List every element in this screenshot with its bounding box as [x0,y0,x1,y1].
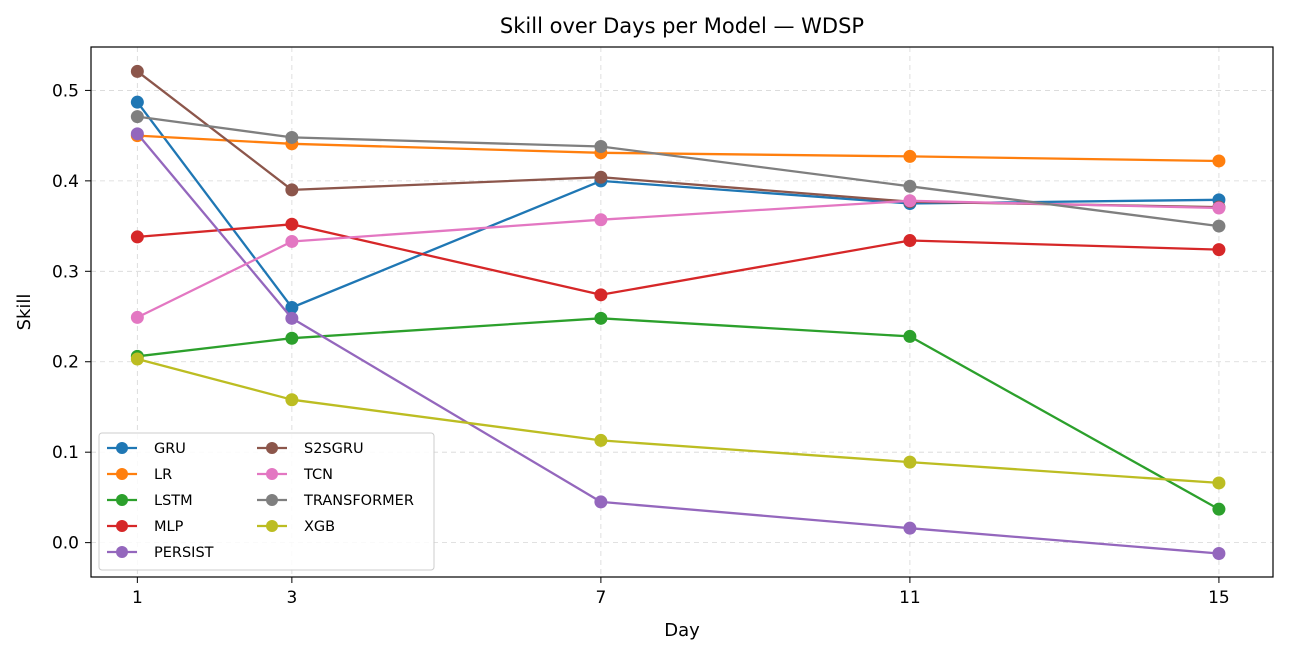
plot-frame [90,46,1274,578]
data-point-mlp [594,288,608,302]
data-point-persist [903,521,917,535]
data-point-tcn [130,310,144,324]
legend-label-transformer: TRANSFORMER [303,493,414,509]
x-tick-label: 1 [132,588,143,608]
data-point-transformer [130,110,144,124]
legend-label-lr: LR [154,467,172,483]
series-line-tcn [136,199,1219,319]
data-point-lstm [903,329,917,343]
legend-label-gru: GRU [154,441,186,457]
data-point-transformer [903,179,917,193]
x-tick-label: 3 [286,588,297,608]
y-tick-label: 0.4 [52,172,79,192]
legend-label-lstm: LSTM [154,493,193,509]
data-point-mlp [130,230,144,244]
data-point-transformer [594,139,608,153]
x-tick-label: 11 [899,588,921,608]
x-tick-label: 7 [595,588,606,608]
legend-marker-transformer [266,494,278,506]
legend: GRU LR LSTM MLP PERSIST S2SGRU TCN TRANSFORMER X… [98,432,435,571]
series-line-mlp [137,223,1219,296]
x-tick-label: 15 [1208,588,1230,608]
data-point-transformer [285,130,299,144]
data-point-lr [1212,154,1226,168]
data-point-lstm [1212,502,1226,516]
y-tick-label: 0.0 [52,534,79,554]
y-axis-label: Skill [14,294,35,331]
series-layer [130,64,1226,560]
legend-marker-mlp [116,520,128,532]
tick-layer: 1 3 7 11 15 0.0 0.1 0.2 0.3 0.4 0.5 [52,81,1230,608]
data-point-gru [285,300,299,314]
data-point-tcn [594,213,608,227]
legend-marker-lstm [116,494,128,506]
data-point-transformer [1212,219,1226,233]
data-point-xgb [130,352,144,366]
data-point-tcn [1212,201,1226,215]
chart-title: Skill over Days per Model — WDSP [500,14,864,38]
data-point-mlp [285,217,299,231]
data-point-xgb [1212,476,1226,490]
x-axis-label: Day [664,620,700,641]
data-point-s2sgru [285,183,299,197]
legend-label-s2sgru: S2SGRU [304,441,364,457]
data-point-lr [903,149,917,163]
y-tick-label: 0.5 [52,81,79,101]
legend-label-xgb: XGB [304,519,335,535]
legend-marker-gru [116,442,128,454]
data-point-gru [130,95,144,109]
data-point-xgb [903,455,917,469]
data-point-persist [285,311,299,325]
data-point-lstm [594,311,608,325]
legend-label-mlp: MLP [154,519,184,535]
data-point-xgb [594,433,608,447]
y-tick-label: 0.1 [52,443,79,463]
y-tick-label: 0.3 [52,262,79,282]
data-point-persist [130,127,144,141]
legend-label-persist: PERSIST [154,545,214,561]
legend-marker-tcn [266,468,278,480]
data-point-lstm [285,331,299,345]
legend-marker-persist [116,546,128,558]
data-point-persist [1212,546,1226,560]
legend-marker-xgb [266,520,278,532]
data-point-s2sgru [594,170,608,184]
data-point-tcn [903,194,917,208]
data-point-persist [594,495,608,509]
legend-label-tcn: TCN [303,467,333,483]
series-line-transformer [137,115,1220,228]
data-point-tcn [285,234,299,248]
legend-marker-lr [116,468,128,480]
data-point-s2sgru [130,64,144,78]
data-point-mlp [903,234,917,248]
data-point-xgb [285,393,299,407]
y-tick-label: 0.2 [52,353,79,373]
data-point-mlp [1212,243,1226,257]
legend-marker-s2sgru [266,442,278,454]
